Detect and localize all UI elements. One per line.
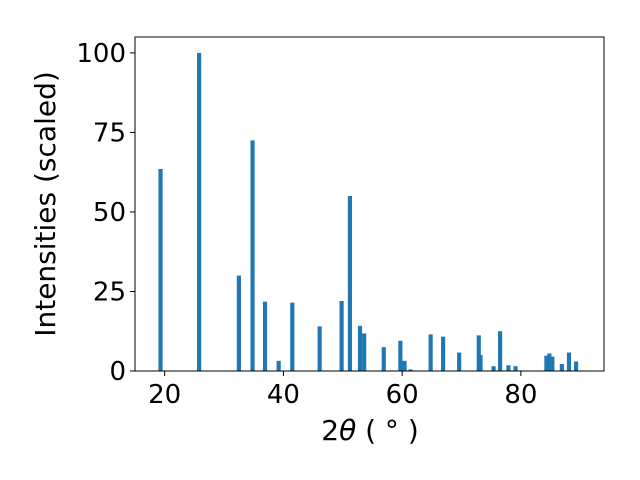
y-axis-label: Intensities (scaled) [29,71,62,337]
bar [408,369,413,371]
bar [544,355,549,371]
x-tick-label: 20 [148,380,181,410]
x-axis-label-prefix: 2 [321,414,339,447]
bar [197,52,202,372]
bars-group [158,52,579,372]
bar [339,301,344,371]
bar [402,360,407,371]
bar [498,331,503,371]
x-axis-label-symbol: θ [339,414,356,447]
bar [262,301,268,371]
bar [506,365,511,371]
bar [362,333,367,371]
bar [317,326,322,371]
y-tick-label: 50 [93,198,126,228]
bar [547,353,552,371]
bar [574,361,579,371]
bar [357,325,363,371]
x-tick-label: 60 [386,380,419,410]
bar [457,352,462,371]
bar [441,336,446,371]
bar [428,334,433,371]
y-tick-label: 25 [93,277,126,307]
y-tick-label: 100 [76,39,126,69]
bar [476,335,481,371]
y-tick-label: 0 [109,357,126,387]
x-tick-label: 80 [504,380,537,410]
x-axis-label: 2θ ( ° ) [321,414,419,447]
bar [250,140,255,371]
plot-frame [134,36,605,372]
bar [236,275,241,371]
bar [276,360,281,371]
bar [158,169,163,371]
x-axis: 20 40 60 80 [148,371,537,410]
bar [347,196,352,371]
y-tick-label: 75 [93,118,126,148]
bar [491,366,496,371]
bar [559,364,564,371]
bar [290,302,295,371]
y-axis: 0 25 50 75 100 [76,39,135,387]
x-tick-label: 40 [267,380,300,410]
x-axis-label-unit: ( ° ) [356,414,419,447]
bar [550,356,555,371]
bar [513,366,518,371]
bar [478,355,483,371]
bar [398,340,403,371]
bar [566,352,572,371]
bar [381,347,386,371]
